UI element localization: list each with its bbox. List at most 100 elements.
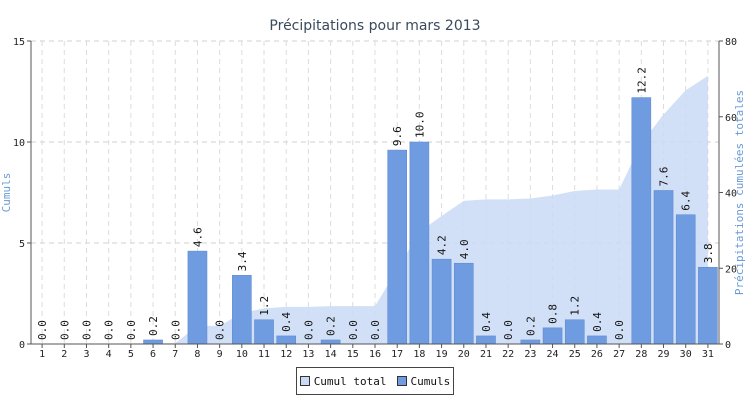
- x-tick-label: 26: [591, 349, 603, 360]
- bar-label-day-6: 0.2: [147, 316, 160, 336]
- bar-label-day-23: 0.2: [524, 316, 537, 336]
- x-tick-label: 17: [391, 349, 403, 360]
- bar-label-day-29: 7.6: [658, 167, 671, 187]
- legend-swatch-cumuls: [396, 376, 407, 386]
- bar-day-24: [542, 327, 563, 345]
- bar-day-10: [232, 275, 252, 345]
- y-tick-label: 5: [19, 239, 25, 250]
- x-tick-label: 11: [258, 349, 270, 360]
- x-tick-label: 25: [569, 349, 581, 360]
- bar-label-day-16: 0.0: [369, 320, 382, 340]
- x-tick-label: 13: [302, 349, 314, 360]
- y2-tick-label: 60: [725, 113, 737, 124]
- x-tick-label: 29: [657, 349, 669, 360]
- bar-label-day-19: 4.2: [436, 235, 449, 255]
- bar-label-day-17: 9.6: [391, 126, 404, 146]
- x-tick-label: 31: [702, 349, 714, 360]
- bar-label-day-4: 0.0: [103, 320, 116, 340]
- chart-legend: Cumul total Cumuls: [296, 367, 454, 395]
- bar-day-12: [276, 335, 297, 345]
- x-tick-label: 6: [150, 349, 156, 360]
- bar-label-day-24: 0.8: [547, 304, 560, 324]
- y2-axis-label: Précipitations cumulées totales: [733, 90, 746, 295]
- bar-label-day-15: 0.0: [347, 320, 360, 340]
- bar-day-21: [476, 335, 496, 345]
- bar-label-day-13: 0.0: [302, 320, 315, 340]
- x-tick-label: 21: [480, 349, 492, 360]
- x-tick-label: 28: [635, 349, 647, 360]
- bar-label-day-28: 12.2: [635, 67, 648, 94]
- y-tick-label: 10: [13, 138, 25, 149]
- bar-label-day-27: 0.0: [613, 320, 626, 340]
- bar-day-25: [564, 319, 585, 345]
- bar-label-day-31: 3.8: [702, 243, 715, 263]
- x-tick-label: 1: [39, 349, 45, 360]
- y-tick-label: 15: [13, 37, 25, 48]
- bar-label-day-3: 0.0: [80, 320, 93, 340]
- bar-label-day-12: 0.4: [280, 312, 293, 332]
- x-tick-label: 16: [369, 349, 381, 360]
- x-tick-label: 23: [524, 349, 536, 360]
- bar-label-day-11: 1.2: [258, 296, 271, 316]
- bar-label-day-21: 0.4: [480, 312, 493, 332]
- bar-label-day-2: 0.0: [58, 320, 71, 340]
- chart-title: Précipitations pour mars 2013: [269, 18, 480, 34]
- bar-label-day-9: 0.0: [214, 320, 227, 340]
- bar-day-28: [631, 97, 652, 345]
- legend-item-cumul-total: Cumul total: [299, 374, 387, 388]
- x-tick-label: 22: [502, 349, 514, 360]
- legend-label-cumuls: Cumuls: [410, 374, 451, 388]
- x-tick-label: 4: [106, 349, 112, 360]
- bar-label-day-26: 0.4: [591, 312, 604, 332]
- bar-label-day-7: 0.0: [169, 320, 182, 340]
- bar-day-29: [653, 190, 674, 345]
- bar-day-18: [409, 141, 430, 345]
- x-tick-label: 24: [547, 349, 559, 360]
- bar-day-30: [675, 214, 696, 345]
- x-tick-label: 8: [194, 349, 200, 360]
- bar-day-17: [387, 149, 407, 345]
- bar-label-day-25: 1.2: [569, 296, 582, 316]
- legend-swatch-cumul-total: [299, 376, 310, 386]
- x-tick-label: 14: [325, 349, 337, 360]
- x-tick-label: 27: [613, 349, 625, 360]
- bar-label-day-20: 4.0: [458, 239, 471, 259]
- x-tick-label: 3: [83, 349, 89, 360]
- x-tick-label: 5: [128, 349, 134, 360]
- bar-day-6: [143, 339, 163, 345]
- bar-day-23: [520, 339, 541, 345]
- bar-day-19: [431, 258, 452, 345]
- x-tick-label: 15: [347, 349, 359, 360]
- x-tick-label: 2: [61, 349, 67, 360]
- y2-tick-label: 40: [725, 189, 737, 200]
- bar-day-14: [320, 339, 341, 345]
- bar-label-day-22: 0.0: [502, 320, 515, 340]
- cumulative-area: [42, 75, 708, 344]
- x-tick-label: 12: [280, 349, 292, 360]
- bar-label-day-14: 0.2: [325, 316, 338, 336]
- x-tick-label: 7: [172, 349, 178, 360]
- x-tick-label: 10: [236, 349, 248, 360]
- x-tick-label: 30: [680, 349, 692, 360]
- bar-day-20: [453, 262, 474, 345]
- x-tick-label: 20: [458, 349, 470, 360]
- legend-item-cumuls: Cumuls: [396, 374, 451, 388]
- bar-day-31: [698, 266, 718, 345]
- x-tick-label: 9: [217, 349, 223, 360]
- bar-label-day-8: 4.6: [191, 227, 204, 247]
- bar-day-11: [254, 319, 274, 345]
- y-axis-label: Cumuls: [0, 173, 13, 213]
- bar-day-8: [187, 250, 208, 345]
- x-tick-label: 18: [413, 349, 425, 360]
- bar-label-day-18: 10.0: [413, 112, 426, 139]
- bar-label-day-5: 0.0: [125, 320, 138, 340]
- bar-label-day-30: 6.4: [680, 190, 693, 210]
- y2-tick-label: 80: [725, 37, 737, 48]
- y-tick-label: 0: [19, 340, 25, 351]
- bar-label-day-1: 0.0: [36, 320, 49, 340]
- legend-label-cumul-total: Cumul total: [313, 374, 387, 388]
- y2-tick-label: 0: [725, 340, 731, 351]
- bar-labels-group: 0.0 0.0 0.0 0.0 0.0 0.2 0.0 4.6 0.0 3.4 1.2 0.4 0.0 0…: [36, 67, 715, 340]
